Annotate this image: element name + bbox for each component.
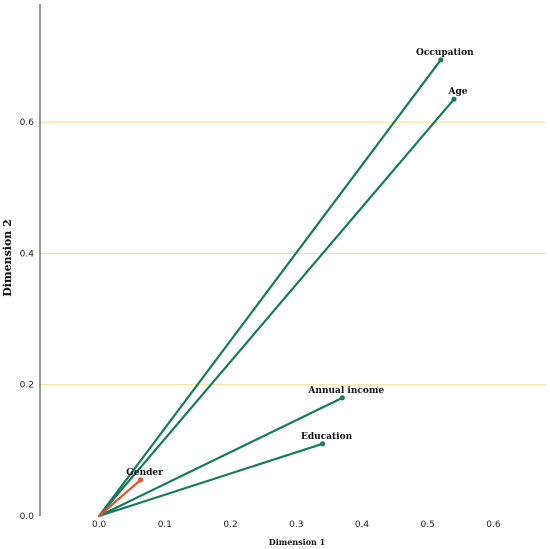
label-gender: Gender — [126, 468, 163, 478]
label-education: Education — [301, 432, 353, 442]
point-gender — [137, 477, 144, 483]
label-annual-income: Annual income — [307, 386, 384, 396]
y-tick-label: 0.4 — [20, 249, 35, 259]
vector-gender — [98, 478, 142, 518]
vector-age — [98, 98, 456, 518]
y-tick-label: 0.0 — [20, 512, 35, 522]
x-tick-label: 0.5 — [421, 520, 435, 530]
x-axis-title: Dimension 1 — [269, 537, 325, 547]
y-tick-label: 0.6 — [20, 118, 35, 128]
point-annual-income — [339, 395, 345, 401]
point-occupation — [438, 57, 444, 63]
y-tick-labels: 0.0 0.2 0.4 0.6 — [20, 118, 35, 522]
y-axis-title: Dimension 2 — [1, 219, 14, 297]
x-tick-label: 0.2 — [223, 520, 237, 530]
vector-annual-income — [98, 396, 344, 518]
vector-education — [98, 442, 324, 518]
x-tick-label: 0.3 — [289, 520, 303, 530]
x-tick-label: 0.6 — [486, 520, 501, 530]
point-education — [319, 441, 326, 447]
y-tick-label: 0.2 — [20, 381, 34, 391]
x-tick-label: 0.1 — [158, 520, 172, 530]
label-occupation: Occupation — [416, 48, 474, 58]
point-labels: Occupation Age Annual income Education Gende… — [126, 48, 474, 478]
x-tick-label: 0.4 — [355, 520, 370, 530]
x-tick-labels: 0.0 0.1 0.2 0.3 0.4 0.5 0.6 — [92, 520, 501, 530]
x-tick-label: 0.0 — [92, 520, 107, 530]
point-age — [451, 96, 457, 102]
gridlines — [40, 121, 546, 386]
label-age: Age — [447, 87, 467, 97]
series-lines — [98, 57, 457, 518]
vector-occupation — [98, 58, 442, 518]
